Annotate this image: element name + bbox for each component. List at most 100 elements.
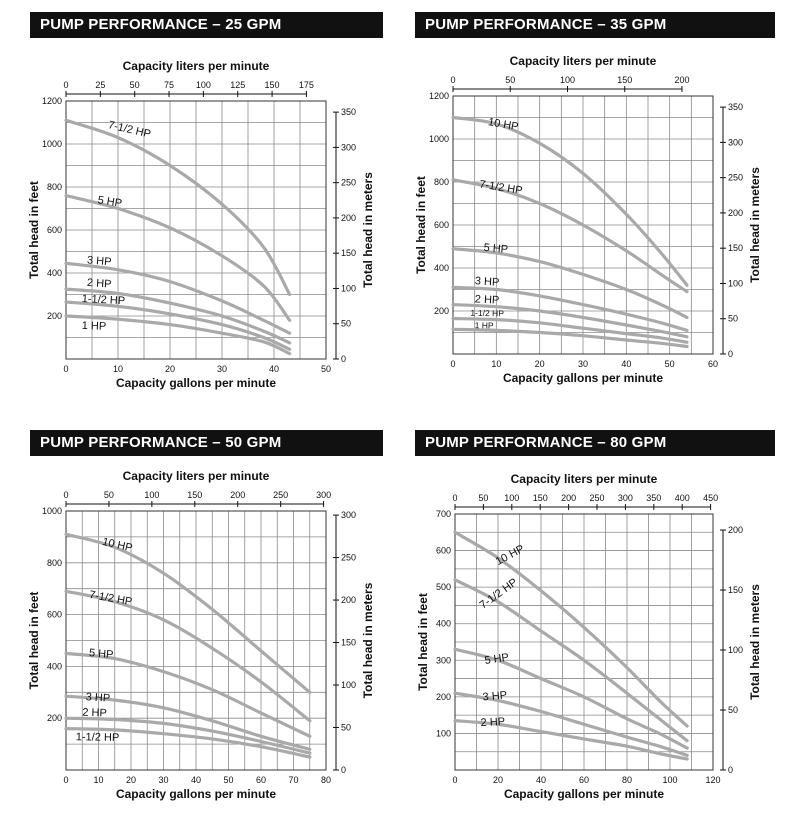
y-tick-label: 400: [436, 619, 451, 629]
y2-tick-label: 50: [728, 314, 738, 324]
curve-3-hp: [453, 691, 689, 757]
y-tick-label: 100: [436, 728, 451, 738]
chart-panel-25gpm: PUMP PERFORMANCE – 25 GPM 0 10 20 30 40 50 0 25…: [27, 12, 385, 402]
x-tick-label: 20: [126, 775, 136, 785]
curve-10-hp: [64, 532, 312, 694]
x2-tick-label: 400: [675, 493, 690, 503]
curve-10-hp: [451, 115, 689, 287]
y2-tick-label: 300: [341, 510, 356, 520]
x-tick-label: 80: [321, 775, 331, 785]
x2-tick-label: 0: [452, 493, 457, 503]
y-tick-label: 700: [436, 509, 451, 519]
chart-80gpm: 0 20 40 60 80 100 120 0 50 100 150 200 250 300 350 400 4…: [416, 472, 762, 801]
x2-tick-label: 150: [265, 80, 280, 90]
x2-tick-label: 0: [63, 80, 68, 90]
x-tick-label: 40: [621, 359, 631, 369]
x2-tick-label: 50: [104, 490, 114, 500]
y-tick-label: 800: [47, 182, 62, 192]
curve-3-hp: [64, 261, 292, 335]
y2-tick-label: 0: [341, 354, 346, 364]
x2-tick-label: 50: [130, 80, 140, 90]
y-tick-label: 200: [434, 306, 449, 316]
y2-tick-label: 100: [341, 283, 356, 293]
series-label: 5 HP: [88, 647, 113, 661]
x2-tick-label: 100: [560, 75, 575, 85]
y2-tick-label: 150: [728, 243, 743, 253]
curve-5-hp: [453, 647, 689, 750]
x2-tick-label: 200: [230, 490, 245, 500]
y-axis-title: Total head in feet: [27, 592, 41, 690]
chart-panel-50gpm: PUMP PERFORMANCE – 50 GPM 0 10 20 30 40 50 60 7…: [27, 430, 385, 816]
plot-frame: [65, 510, 327, 771]
y2-tick-label: 150: [341, 248, 356, 258]
x2-tick-label: 50: [505, 75, 515, 85]
x2-tick-label: 250: [589, 493, 604, 503]
x2-tick-label: 250: [273, 490, 288, 500]
y2-axis-title: Total head in meters: [361, 582, 375, 698]
x2-axis-title: Capacity liters per minute: [511, 472, 658, 486]
chart-35gpm: 0 10 20 30 40 50 600 50 100 150 200200400600800100…: [414, 54, 762, 385]
series-label: 5 HP: [484, 652, 510, 667]
x-tick-label: 10: [93, 775, 103, 785]
chart-25gpm: 0 10 20 30 40 50 0 25 50 75 100 125 150 175 200 400 600 8…: [27, 59, 375, 390]
y-tick-label: 1200: [429, 91, 449, 101]
x2-tick-label: 150: [533, 493, 548, 503]
x2-tick-label: 100: [144, 490, 159, 500]
y2-axis-title: Total head in meters: [748, 584, 762, 700]
x2-tick-label: 125: [230, 80, 245, 90]
y-tick-label: 600: [47, 225, 62, 235]
x-tick-label: 20: [535, 359, 545, 369]
x2-tick-label: 200: [674, 75, 689, 85]
y2-tick-label: 50: [341, 723, 351, 733]
x-axis-title: Capacity gallons per minute: [116, 376, 276, 390]
y2-tick-label: 200: [341, 213, 356, 223]
x-tick-label: 50: [321, 364, 331, 374]
y2-tick-label: 100: [341, 680, 356, 690]
y-tick-label: 1000: [42, 506, 62, 516]
chart-panel-80gpm: PUMP PERFORMANCE – 80 GPM 0 20 40 60 80 100 12…: [415, 430, 775, 816]
series-label: 5 HP: [97, 194, 123, 210]
series-label: 3 HP: [85, 691, 110, 705]
y-tick-label: 200: [47, 713, 62, 723]
y2-tick-label: 0: [728, 349, 733, 359]
series-label: 10 HP: [101, 536, 133, 555]
chart-title-80gpm: PUMP PERFORMANCE – 80 GPM: [415, 430, 775, 456]
y2-axis-title: Total head in meters: [748, 167, 762, 283]
y2-tick-label: 300: [728, 137, 743, 147]
y-tick-label: 1000: [42, 139, 62, 149]
series-label: 7-1/2 HP: [479, 178, 524, 197]
x-tick-label: 60: [256, 775, 266, 785]
curve-3-hp: [451, 285, 689, 332]
x2-tick-label: 75: [164, 80, 174, 90]
x-tick-label: 0: [63, 775, 68, 785]
series-label: 1-1/2 HP: [470, 308, 504, 319]
curve-2-hp: [64, 716, 312, 755]
x-tick-label: 40: [191, 775, 201, 785]
y-axis-title: Total head in feet: [416, 593, 430, 691]
y2-tick-label: 200: [341, 595, 356, 605]
y-axis-title: Total head in feet: [414, 176, 428, 274]
curve-1-1-2-hp: [451, 316, 689, 344]
series-label: 1 HP: [475, 320, 494, 330]
x-tick-label: 10: [113, 364, 123, 374]
y2-tick-label: 50: [341, 319, 351, 329]
series-label: 2 HP: [480, 716, 505, 729]
curve-5-hp: [64, 194, 292, 322]
y2-axis-title: Total head in meters: [361, 172, 375, 288]
series-label: 3 HP: [482, 689, 507, 703]
x-tick-label: 70: [288, 775, 298, 785]
series-label: 5 HP: [483, 242, 508, 256]
y2-tick-label: 250: [341, 553, 356, 563]
series-label: 10 HP: [494, 543, 527, 568]
y-tick-label: 300: [436, 655, 451, 665]
series-label: 1-1/2 HP: [76, 731, 120, 744]
curve-2-hp: [451, 303, 689, 339]
x2-tick-label: 300: [618, 493, 633, 503]
x-tick-label: 50: [665, 359, 675, 369]
y2-tick-label: 0: [728, 765, 733, 775]
curve-2-hp: [64, 287, 292, 345]
curve-7-1-2-hp: [451, 178, 689, 294]
curve-1-1-2-hp: [64, 300, 292, 351]
y-tick-label: 600: [434, 220, 449, 230]
series-label: 3 HP: [87, 254, 112, 268]
